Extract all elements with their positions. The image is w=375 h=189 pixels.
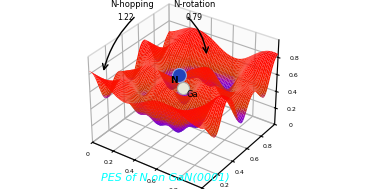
- Text: PES of N on GaN(0001): PES of N on GaN(0001): [101, 173, 230, 183]
- Text: N-rotation: N-rotation: [173, 0, 216, 9]
- Text: 1.22: 1.22: [117, 13, 134, 22]
- Text: N-hopping: N-hopping: [110, 0, 154, 9]
- Text: 0.79: 0.79: [186, 13, 203, 22]
